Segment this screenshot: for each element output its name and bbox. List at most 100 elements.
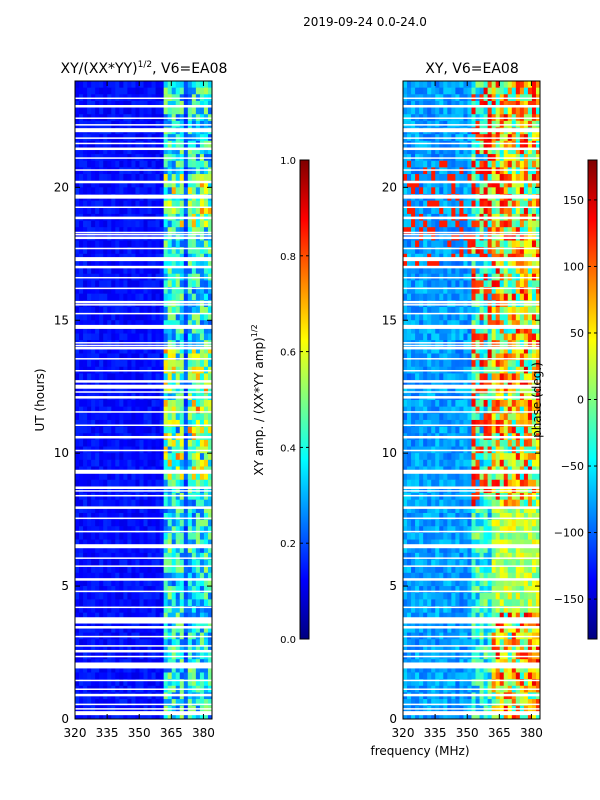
amplitude-cell <box>183 200 189 208</box>
amplitude-cell <box>75 712 80 719</box>
amplitude-cell <box>75 107 80 115</box>
amplitude-cell <box>87 360 92 368</box>
amplitude-cell <box>87 346 92 355</box>
amplitude-cell <box>131 107 137 115</box>
amplitude-cell <box>179 546 185 554</box>
amplitude-cell <box>135 87 141 95</box>
amplitude-cell <box>139 699 145 707</box>
phase-cell <box>463 107 469 115</box>
amplitude-cell <box>143 81 149 89</box>
amplitude-cell <box>163 572 169 581</box>
phase-cell <box>531 220 537 228</box>
phase-cell <box>471 267 477 275</box>
phase-cell <box>527 187 533 195</box>
amplitude-cell <box>207 493 212 501</box>
amplitude-cell <box>135 187 141 195</box>
amplitude-cell <box>103 566 108 574</box>
phase-cell <box>507 107 513 115</box>
amplitude-cell <box>75 287 80 295</box>
amplitude-cell <box>95 373 100 381</box>
phase-cell <box>499 160 505 168</box>
amplitude-cell <box>183 566 189 574</box>
amplitude-cell <box>131 592 137 600</box>
amplitude-cell <box>99 539 104 547</box>
amplitude-cell <box>199 187 205 195</box>
phase-cell <box>427 373 432 381</box>
amplitude-cell <box>119 625 124 634</box>
amplitude-cell <box>79 227 84 235</box>
amplitude-cell <box>171 526 177 534</box>
amplitude-cell <box>195 612 201 620</box>
phase-cell <box>495 260 501 268</box>
phase-cell <box>503 174 509 182</box>
amplitude-cell <box>83 147 88 155</box>
amplitude-cell <box>115 300 120 308</box>
amplitude-cell <box>83 506 88 514</box>
phase-cell <box>443 187 448 195</box>
amplitude-cell <box>115 333 120 341</box>
phase-cell <box>415 200 420 208</box>
phase-cell <box>423 340 428 348</box>
amplitude-cell <box>135 340 141 348</box>
amplitude-cell <box>147 599 153 607</box>
amplitude-cell <box>107 353 112 361</box>
amplitude-cell <box>183 247 189 255</box>
phase-cell <box>475 353 481 361</box>
amplitude-cell <box>79 87 84 95</box>
phase-cell <box>519 320 525 328</box>
amplitude-cell <box>95 625 100 634</box>
phase-cell <box>471 293 477 301</box>
phase-cell <box>511 107 517 115</box>
amplitude-cell <box>87 572 92 581</box>
amplitude-cell <box>87 586 92 594</box>
phase-cell <box>427 180 432 188</box>
amplitude-cell <box>79 320 84 328</box>
phase-cell <box>519 260 525 268</box>
amplitude-cell <box>83 439 88 448</box>
amplitude-cell <box>83 679 88 687</box>
amplitude-cell <box>159 81 165 89</box>
amplitude-cell <box>79 100 84 109</box>
amplitude-cell <box>79 187 84 195</box>
amplitude-cell <box>95 566 100 574</box>
phase-cell <box>535 227 540 235</box>
amplitude-cell <box>191 220 197 228</box>
phase-cell <box>511 100 517 109</box>
amplitude-cell <box>87 406 92 414</box>
amplitude-cell <box>151 712 157 719</box>
amplitude-cell <box>139 426 145 434</box>
amplitude-cell <box>207 174 212 182</box>
amplitude-cell <box>107 459 112 468</box>
phase-cell <box>531 280 537 288</box>
amplitude-cell <box>151 287 157 295</box>
amplitude-cell <box>191 267 197 275</box>
amplitude-cell <box>111 539 116 547</box>
phase-cell <box>471 326 477 335</box>
amplitude-cell <box>119 539 124 547</box>
amplitude-cell <box>135 293 141 301</box>
phase-cell <box>519 380 525 388</box>
amplitude-cell <box>83 340 88 348</box>
amplitude-cell <box>183 306 189 315</box>
amplitude-cell <box>191 512 197 521</box>
data-gap-line <box>75 304 212 306</box>
phase-cell <box>431 180 436 188</box>
phase-cell <box>467 260 473 268</box>
amplitude-cell <box>179 519 185 527</box>
amplitude-cell <box>191 606 197 614</box>
amplitude-cell <box>167 639 173 647</box>
phase-cell <box>403 220 408 228</box>
amplitude-cell <box>207 207 212 215</box>
amplitude-cell <box>187 300 193 308</box>
phase-cell <box>419 320 424 328</box>
phase-cell <box>435 160 440 168</box>
phase-cell <box>431 293 436 301</box>
amplitude-cell <box>195 493 201 501</box>
amplitude-cell <box>155 586 161 594</box>
amplitude-cell <box>171 599 177 607</box>
amplitude-cell <box>175 333 181 341</box>
amplitude-cell <box>207 539 212 547</box>
phase-cell <box>507 187 513 195</box>
amplitude-cell <box>163 167 169 175</box>
